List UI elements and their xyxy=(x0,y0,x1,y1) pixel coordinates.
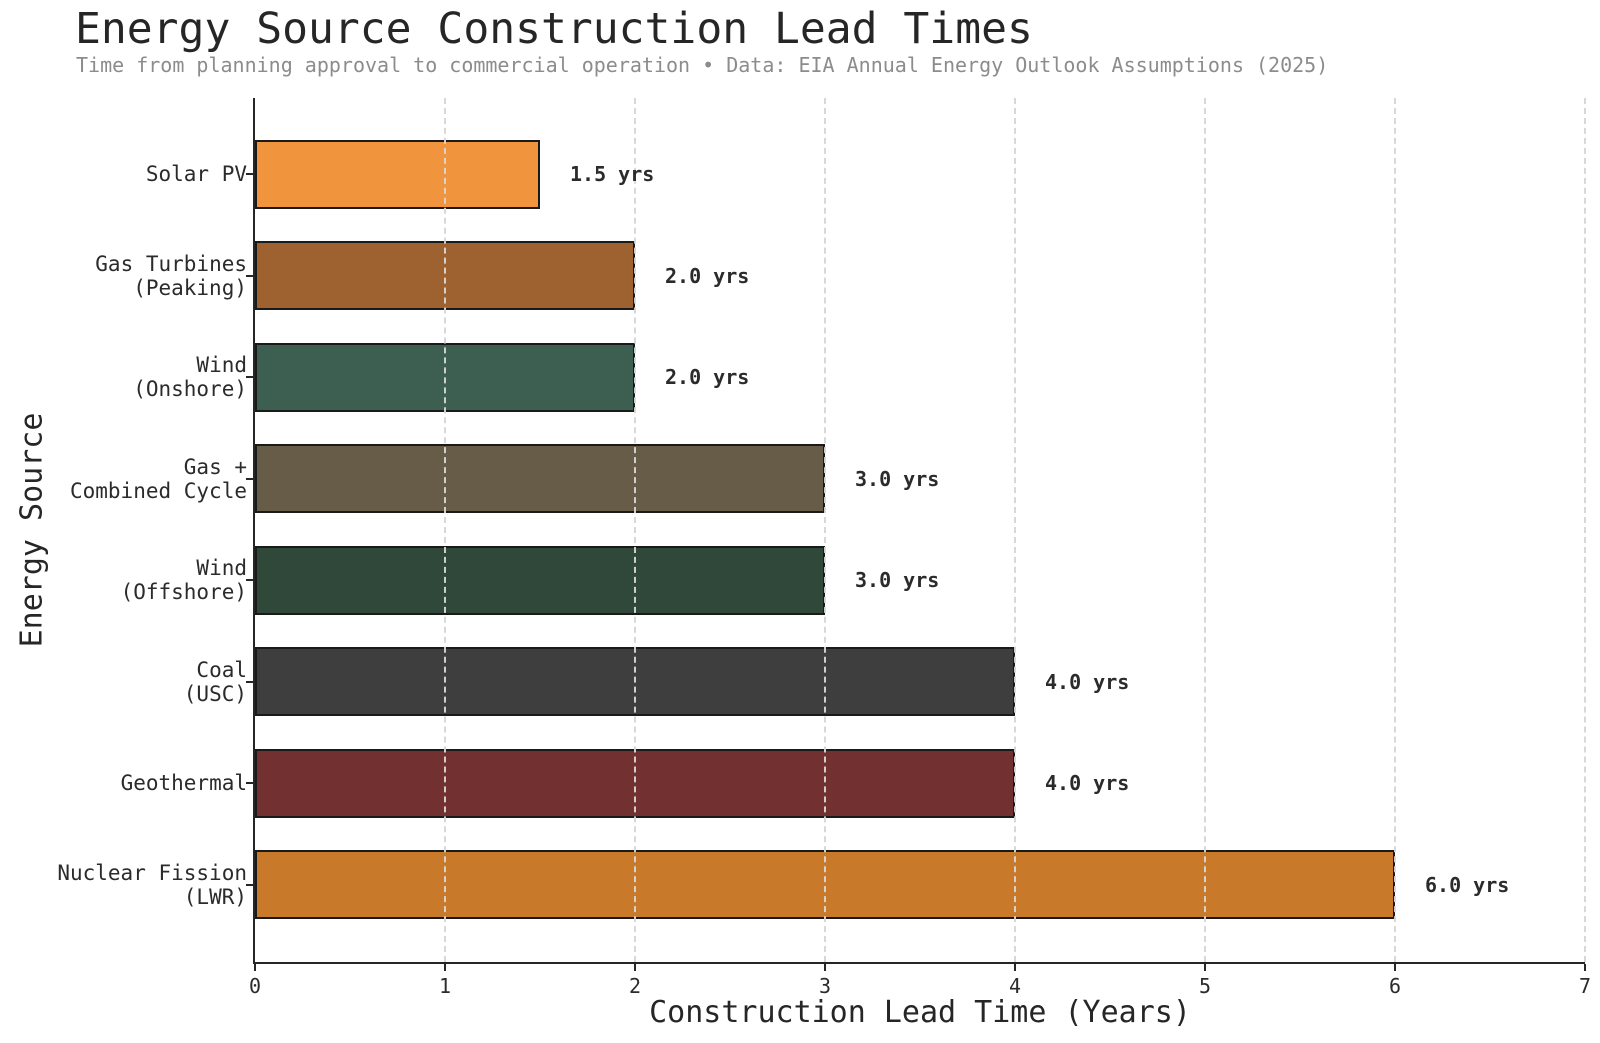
x-tick-mark xyxy=(824,964,826,971)
y-axis-title: Energy Source xyxy=(14,412,50,648)
y-axis-spine xyxy=(253,98,255,964)
y-tick-mark xyxy=(246,173,255,175)
x-tick-label: 3 xyxy=(818,974,832,998)
y-tick-mark xyxy=(246,680,255,683)
bar-value-label: 3.0 yrs xyxy=(855,568,940,592)
category-label: Coal (USC) xyxy=(183,657,247,706)
gridline xyxy=(1204,98,1206,962)
category-label: Nuclear Fission (LWR) xyxy=(57,860,247,909)
x-tick-label: 0 xyxy=(248,974,262,998)
x-tick-label: 7 xyxy=(1578,974,1592,998)
bar xyxy=(255,139,540,209)
chart-subtitle: Time from planning approval to commercia… xyxy=(76,53,1329,77)
bar-value-label: 6.0 yrs xyxy=(1425,872,1510,897)
y-tick-mark xyxy=(246,883,255,886)
gridline xyxy=(444,98,446,962)
category-label: Solar PV xyxy=(145,162,247,186)
category-label: Gas + Combined Cycle xyxy=(69,454,247,503)
x-tick-label: 1 xyxy=(438,974,452,998)
x-axis-spine xyxy=(253,962,1585,964)
x-tick-label: 2 xyxy=(628,974,642,998)
x-tick-mark xyxy=(254,964,256,971)
bar-value-label: 2.0 yrs xyxy=(665,263,750,288)
x-tick-label: 4 xyxy=(1008,974,1022,998)
gridline xyxy=(824,98,826,962)
x-tick-mark xyxy=(1584,964,1586,971)
gridline xyxy=(634,98,636,962)
x-axis-title: Construction Lead Time (Years) xyxy=(649,995,1191,1030)
x-tick-mark xyxy=(444,964,446,971)
gridline xyxy=(1014,98,1016,962)
x-tick-mark xyxy=(1204,964,1206,971)
bar xyxy=(255,444,825,513)
x-tick-mark xyxy=(634,964,636,971)
bar-value-label: 4.0 yrs xyxy=(1045,771,1130,795)
bar xyxy=(255,545,825,615)
bar-value-label: 4.0 yrs xyxy=(1045,669,1130,694)
x-tick-label: 5 xyxy=(1198,974,1212,998)
bar-value-label: 1.5 yrs xyxy=(570,162,655,186)
y-tick-mark xyxy=(246,782,255,784)
category-label: Wind (Offshore) xyxy=(120,556,247,604)
x-tick-label: 6 xyxy=(1388,974,1402,998)
gridline xyxy=(1584,98,1586,962)
x-tick-mark xyxy=(1014,964,1016,971)
x-tick-mark xyxy=(1394,964,1396,971)
y-tick-mark xyxy=(246,376,255,378)
bar-value-label: 2.0 yrs xyxy=(665,365,750,389)
category-label: Wind (Onshore) xyxy=(133,353,247,401)
bar-value-label: 3.0 yrs xyxy=(855,466,940,491)
y-tick-mark xyxy=(246,274,255,277)
gridline xyxy=(1394,98,1396,962)
chart-title: Energy Source Construction Lead Times xyxy=(75,4,1033,54)
category-label: Gas Turbines (Peaking) xyxy=(95,251,247,300)
category-label: Geothermal xyxy=(120,771,247,795)
y-tick-mark xyxy=(246,477,255,480)
y-tick-mark xyxy=(246,579,255,581)
